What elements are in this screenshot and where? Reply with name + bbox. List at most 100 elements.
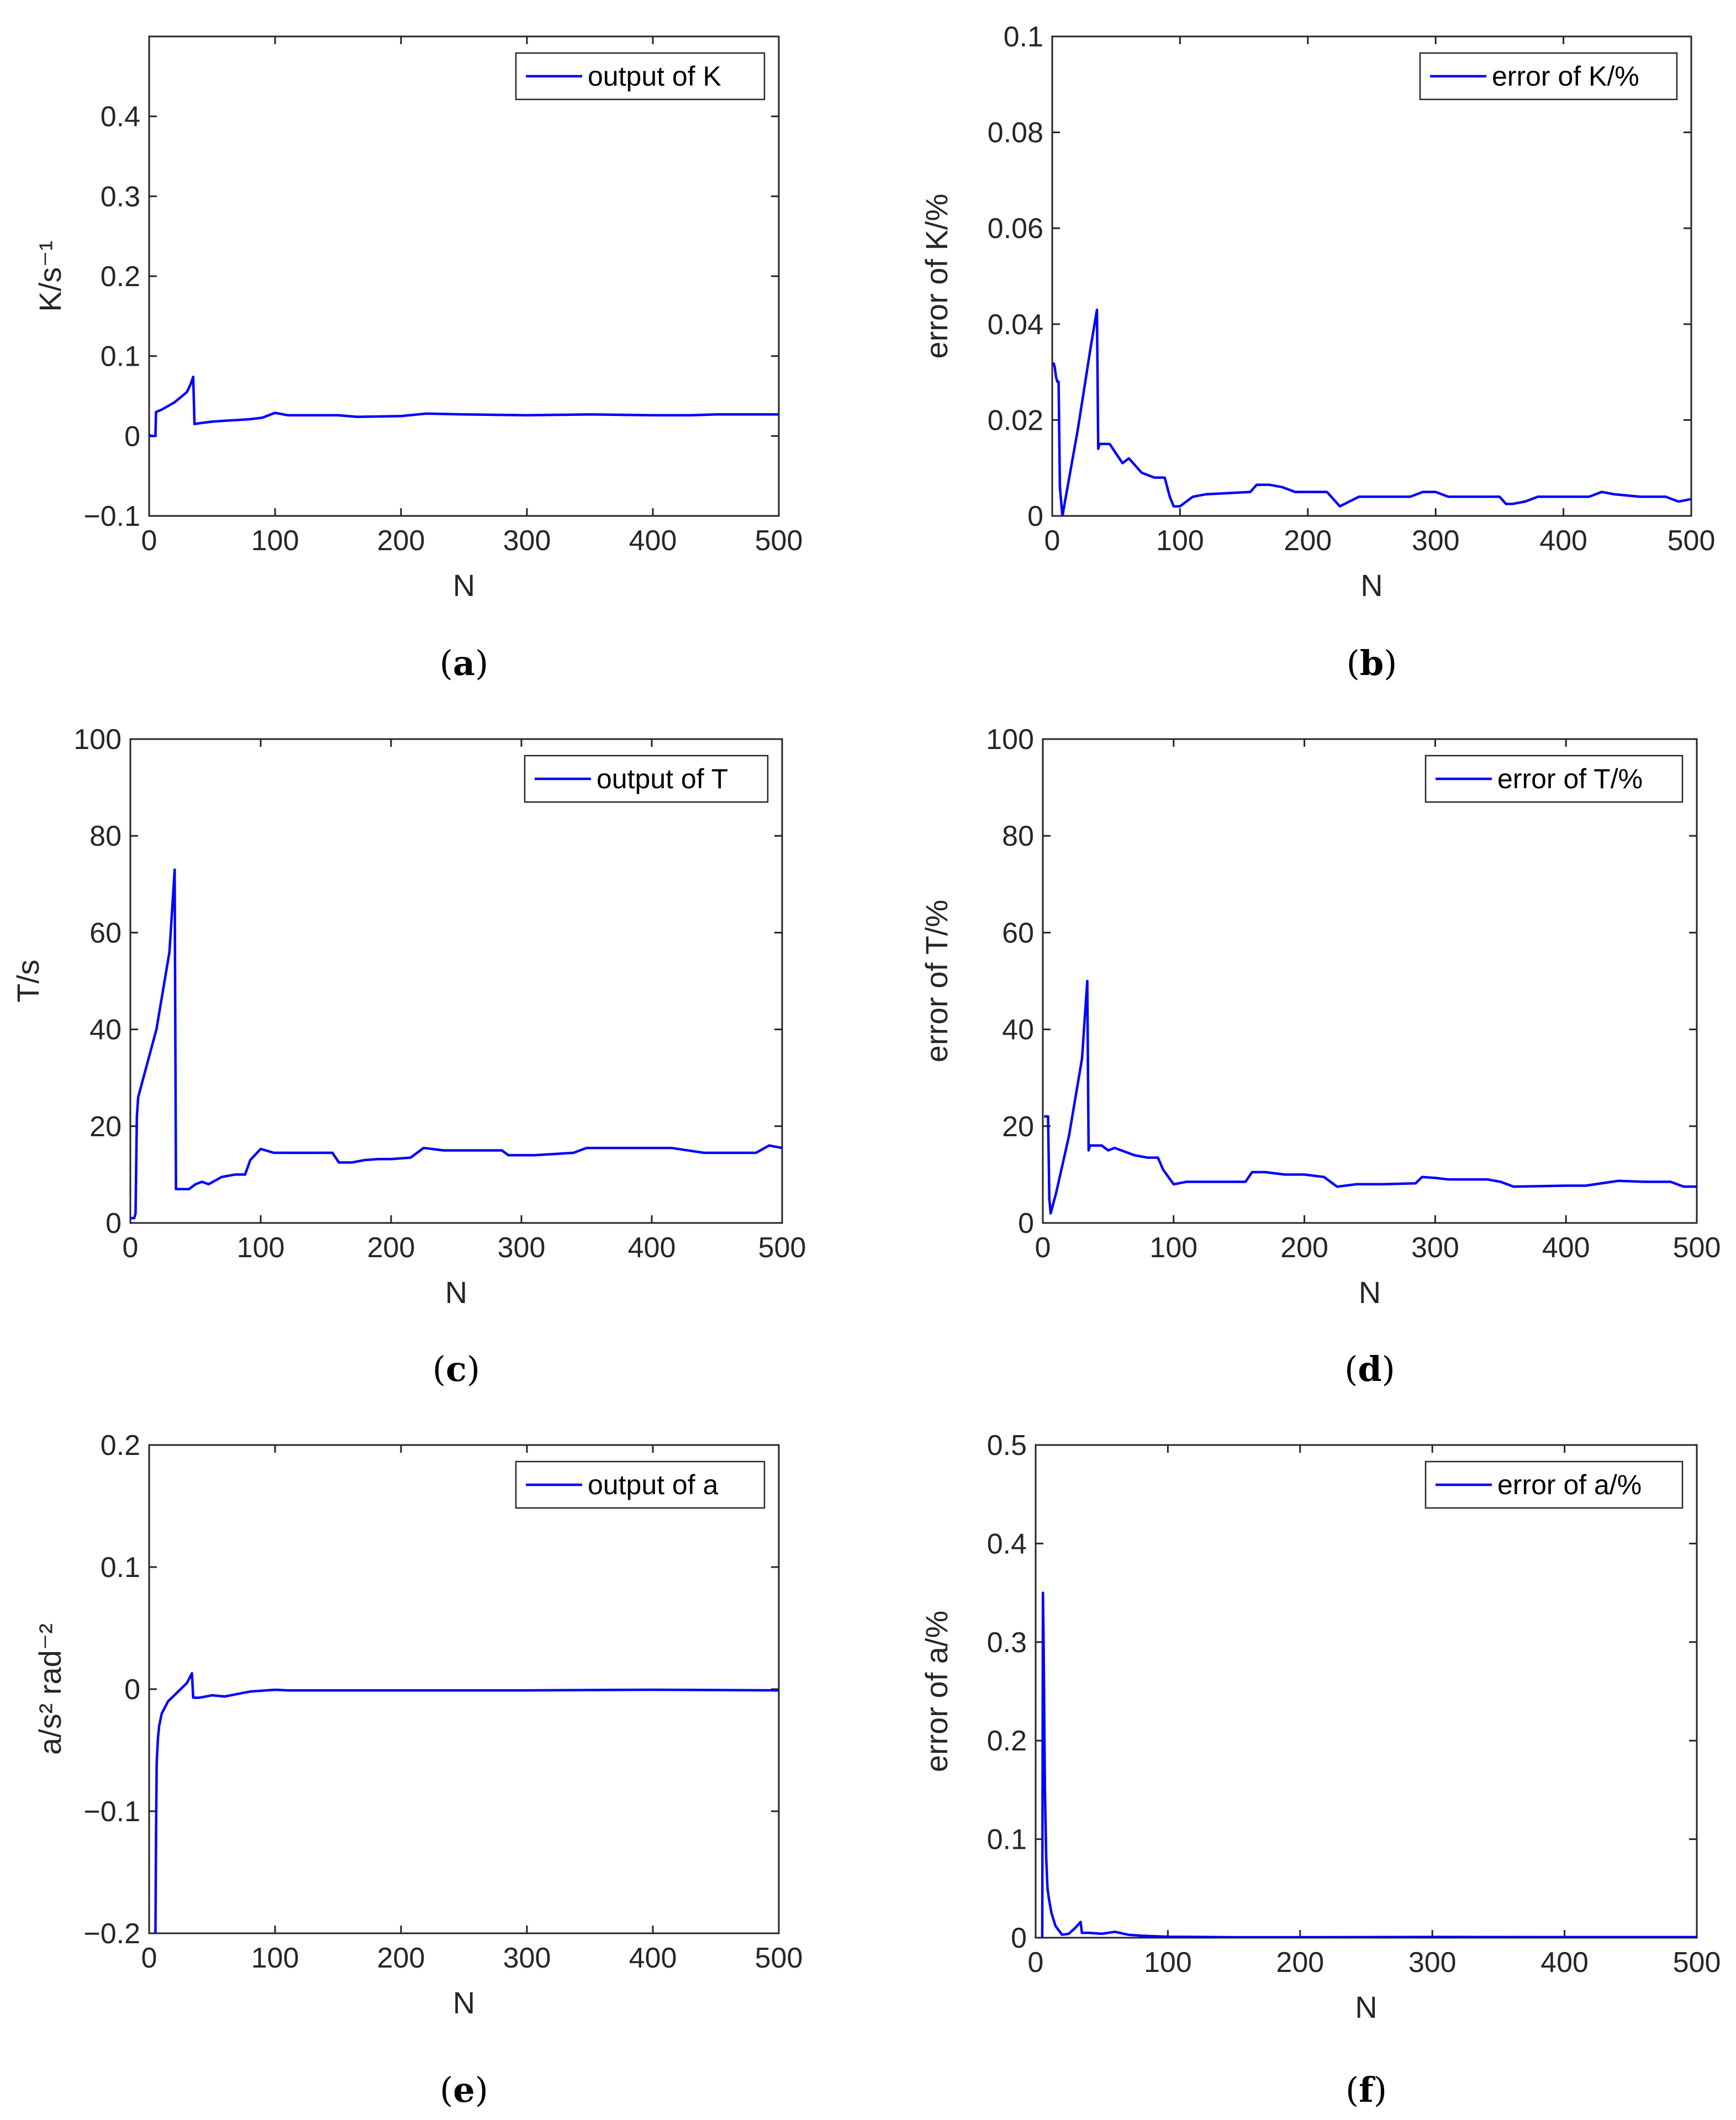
x-tick-label-a: 300 — [503, 525, 551, 557]
x-tick-label-b: 100 — [1156, 525, 1204, 557]
y-tick-label-c: 80 — [89, 820, 122, 852]
y-tick-label-c: 0 — [105, 1207, 122, 1240]
series-line-f — [1041, 1591, 1697, 1938]
x-tick-label-a: 200 — [377, 525, 425, 557]
panel-b: 0 100 200 300 400 500 0 0.02 0.04 0.06 0.08 0.1 Nerr… — [919, 21, 1715, 683]
y-tick-label-f: 0 — [1011, 1922, 1027, 1954]
plot-area-c — [129, 738, 783, 1224]
caption-close-paren: ) — [1382, 1349, 1395, 1389]
caption-a: (a) — [440, 643, 489, 683]
x-tick-label-f: 300 — [1408, 1947, 1457, 1979]
x-tick-label-f: 200 — [1276, 1947, 1324, 1979]
legend-label-f: error of a/% — [1497, 1469, 1642, 1500]
plot-area-f — [1035, 1444, 1698, 1939]
y-axis-label-c: T/s — [10, 959, 45, 1003]
y-tick-label-b: 0.04 — [988, 309, 1043, 341]
x-tick-label-e: 500 — [755, 1942, 803, 1974]
x-tick-label-c: 500 — [758, 1232, 806, 1264]
y-tick-label-d: 100 — [986, 724, 1034, 756]
y-axis-label-e: a/s² rad⁻² — [33, 1623, 67, 1755]
x-axis-label-d: N — [1359, 1275, 1381, 1310]
x-tick-label-e: 0 — [141, 1942, 157, 1974]
caption-letter: c — [446, 1349, 467, 1389]
x-axis-label-a: N — [453, 568, 475, 603]
caption-open-paren: ( — [1345, 2070, 1359, 2110]
caption-open-paren: ( — [440, 2070, 453, 2110]
caption-f: (f) — [1345, 2070, 1387, 2110]
panel-e: 0 100 200 300 400 500 −0.2 −0.1 0 0.1 0.2 Na/s² rad… — [33, 1430, 803, 2110]
caption-c: (c) — [432, 1349, 480, 1389]
plot-area-d — [1042, 738, 1698, 1224]
panel-c: 0 100 200 300 400 500 0 20 40 60 80 100 N T/s output o… — [10, 724, 806, 1389]
y-tick-label-e: 0.2 — [101, 1430, 140, 1462]
x-tick-label-d: 500 — [1673, 1232, 1721, 1264]
x-tick-label-b: 400 — [1539, 525, 1587, 557]
y-tick-label-b: 0.02 — [988, 404, 1043, 436]
legend-label-e: output of a — [588, 1469, 718, 1500]
legend-label-b: error of K/% — [1492, 61, 1639, 92]
x-tick-label-d: 0 — [1035, 1232, 1051, 1264]
y-tick-label-a: 0.4 — [101, 101, 140, 133]
x-tick-label-a: 100 — [251, 525, 299, 557]
y-tick-label-d: 80 — [1002, 820, 1034, 852]
y-axis-label-d: error of T/% — [919, 900, 954, 1063]
legend-c: output of T — [524, 755, 769, 803]
series-line-a — [149, 376, 779, 437]
caption-open-paren: ( — [1347, 643, 1360, 683]
x-axis-label-e: N — [453, 1985, 475, 2020]
y-tick-label-d: 20 — [1002, 1111, 1034, 1143]
caption-letter: f — [1359, 2070, 1375, 2110]
plot-area-b — [1051, 35, 1692, 517]
x-tick-label-f: 100 — [1144, 1947, 1192, 1979]
x-tick-label-e: 200 — [377, 1942, 425, 1974]
x-tick-label-b: 300 — [1412, 525, 1460, 557]
x-axis-label-b: N — [1360, 568, 1383, 603]
caption-d: (d) — [1344, 1349, 1395, 1389]
y-tick-label-e: 0.1 — [101, 1552, 140, 1584]
caption-close-paren: ) — [1374, 2070, 1387, 2110]
caption-close-paren: ) — [1384, 643, 1397, 683]
x-tick-label-f: 500 — [1673, 1947, 1721, 1979]
y-tick-label-d: 40 — [1002, 1014, 1034, 1046]
caption-letter: a — [453, 643, 475, 683]
series-line-b — [1052, 308, 1691, 516]
x-tick-label-c: 0 — [123, 1232, 139, 1264]
x-tick-label-a: 400 — [629, 525, 677, 557]
x-tick-label-c: 300 — [498, 1232, 546, 1264]
x-tick-label-d: 300 — [1411, 1232, 1459, 1264]
y-tick-label-c: 60 — [89, 917, 122, 949]
x-tick-label-e: 400 — [629, 1942, 677, 1974]
y-tick-label-d: 0 — [1018, 1207, 1034, 1240]
y-tick-label-b: 0 — [1027, 500, 1043, 532]
x-tick-label-b: 200 — [1284, 525, 1332, 557]
x-tick-label-d: 400 — [1542, 1232, 1590, 1264]
y-tick-label-e: 0 — [124, 1674, 140, 1706]
series-line-d — [1044, 979, 1697, 1215]
y-tick-label-e: −0.2 — [83, 1918, 140, 1950]
legend-f: error of a/% — [1424, 1460, 1684, 1509]
y-tick-label-c: 20 — [89, 1111, 122, 1143]
x-tick-label-f: 400 — [1540, 1947, 1589, 1979]
x-tick-label-a: 0 — [141, 525, 157, 557]
legend-b: error of K/% — [1419, 52, 1678, 101]
x-axis-label-f: N — [1355, 1990, 1377, 2024]
y-tick-label-f: 0.2 — [987, 1725, 1027, 1757]
legend-label-d: error of T/% — [1497, 763, 1643, 794]
x-tick-label-c: 400 — [628, 1232, 676, 1264]
legend-d: error of T/% — [1424, 755, 1684, 803]
y-tick-label-b: 0.08 — [988, 117, 1043, 149]
y-tick-label-b: 0.06 — [988, 213, 1043, 245]
caption-open-paren: ( — [440, 643, 453, 683]
y-tick-label-f: 0.5 — [987, 1430, 1027, 1462]
y-tick-label-f: 0.3 — [987, 1627, 1027, 1659]
legend-e: output of a — [515, 1460, 766, 1509]
x-tick-label-d: 200 — [1280, 1232, 1328, 1264]
legend-a: output of K — [515, 52, 766, 101]
legend-label-a: output of K — [588, 61, 721, 92]
y-axis-label-a: K/s⁻¹ — [33, 240, 67, 312]
x-tick-label-e: 300 — [503, 1942, 551, 1974]
y-tick-label-a: 0.3 — [101, 181, 140, 213]
